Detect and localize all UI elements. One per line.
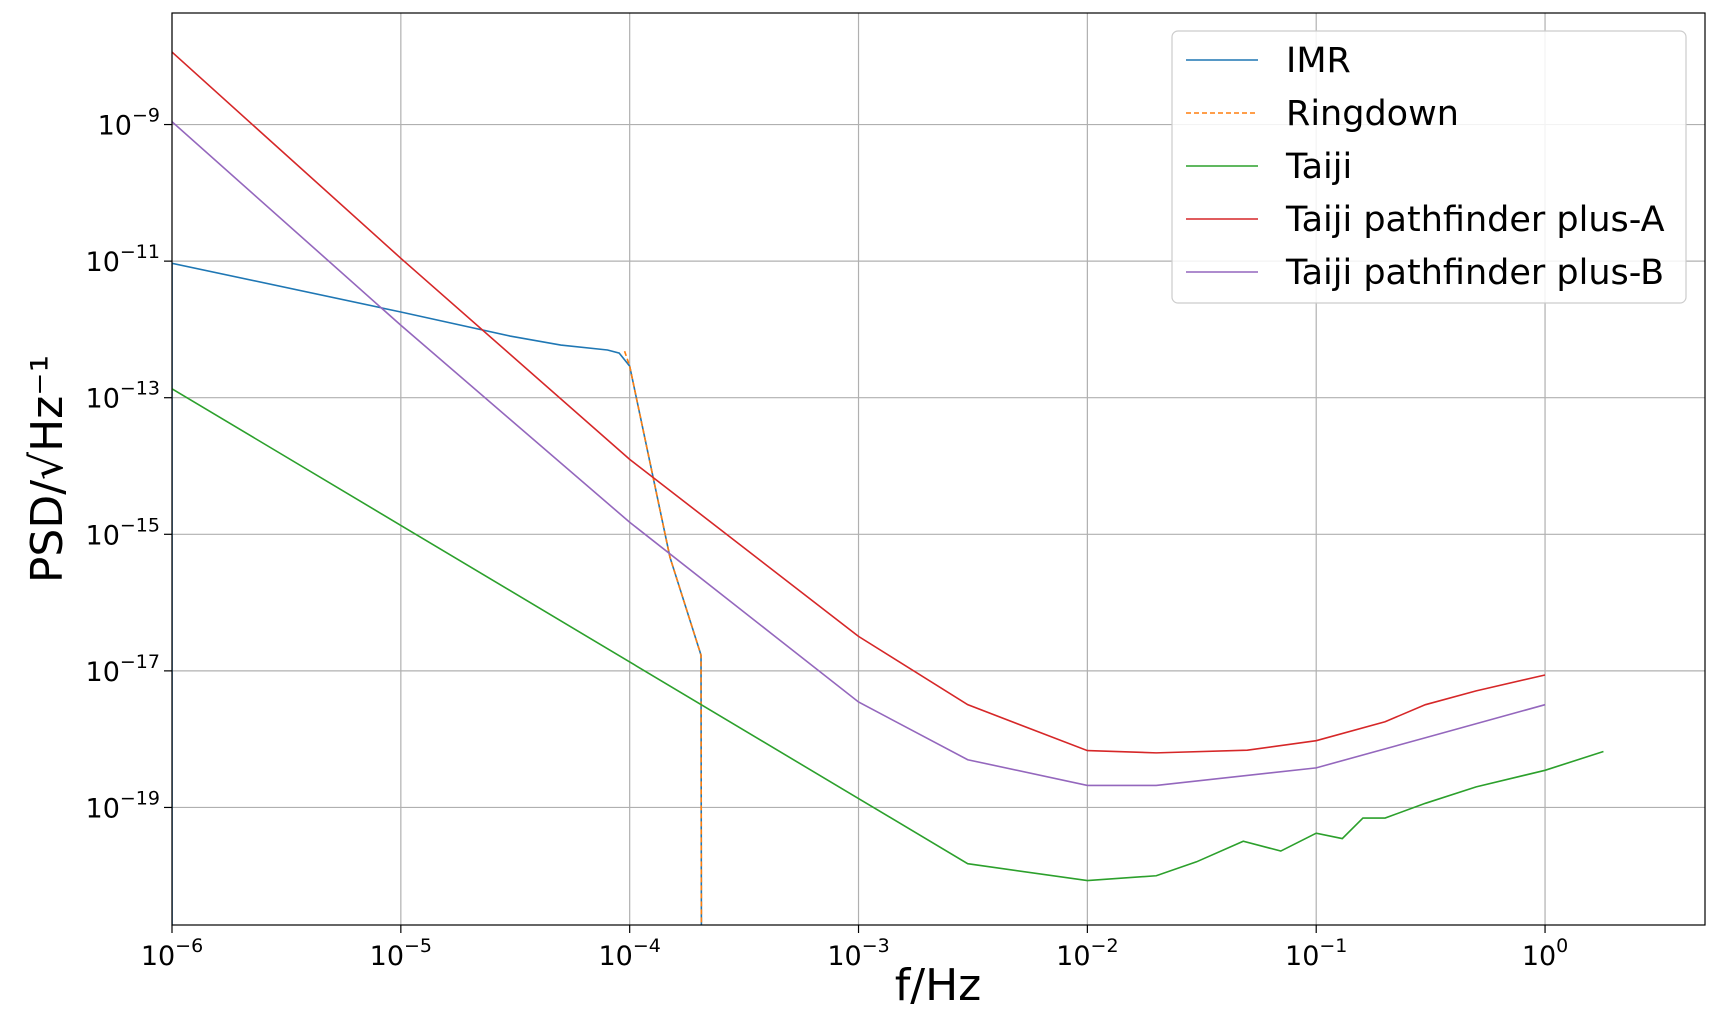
axes-frame xyxy=(171,12,1706,926)
x-tick-label: 10−1 xyxy=(1285,935,1347,972)
y-tick-label: 10−11 xyxy=(86,241,160,278)
legend-label: Taiji pathfinder plus-B xyxy=(1285,253,1664,293)
x-tick-label: 10−2 xyxy=(1056,935,1118,972)
series-line xyxy=(172,121,1546,787)
series-line xyxy=(172,262,703,925)
legend-label: Ringdown xyxy=(1286,94,1459,134)
plot-area xyxy=(172,51,1604,925)
legend: IMR Ringdown Taiji Taiji pathfinder plus-A T… xyxy=(1171,30,1687,304)
y-tick-label: 10−15 xyxy=(86,514,160,551)
series-line xyxy=(172,51,1546,754)
legend-label: Taiji xyxy=(1285,147,1352,187)
x-tick-label: 100 xyxy=(1522,935,1568,972)
x-tick-label: 10−4 xyxy=(598,935,660,972)
y-tick-label: 10−19 xyxy=(86,787,160,824)
x-tick-label: 10−5 xyxy=(370,935,432,972)
y-tick-label: 10−17 xyxy=(86,651,160,688)
series-line xyxy=(172,388,1604,882)
legend-label: Taiji pathfinder plus-A xyxy=(1285,200,1665,240)
y-tick-label: 10−13 xyxy=(86,378,160,415)
legend-box xyxy=(1171,30,1687,304)
series-line xyxy=(623,350,703,925)
ticks: 10−6 10−5 10−4 10−3 10−2 10−1 100 10−19 10−17 10−… xyxy=(86,105,1569,972)
x-tick-label: 10−3 xyxy=(827,935,889,972)
y-axis-label: PSD/√Hz⁻¹ xyxy=(22,355,73,583)
legend-label: IMR xyxy=(1286,41,1351,81)
x-tick-label: 10−6 xyxy=(141,935,203,972)
y-tick-label: 10−9 xyxy=(98,105,160,142)
x-axis-label: f/Hz xyxy=(895,960,982,1011)
